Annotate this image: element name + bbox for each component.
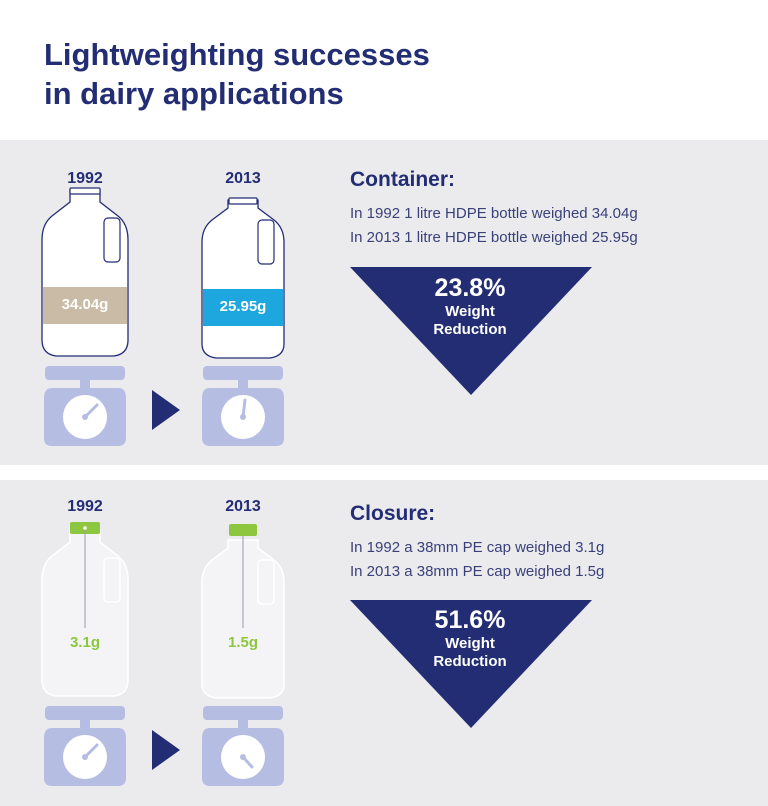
closure-desc-1992: In 1992 a 38mm PE cap weighed 3.1g (350, 539, 605, 556)
weight-1992-label: 34.04g (61, 296, 109, 313)
closure-reduction-label-1: Weight (445, 635, 495, 652)
title-line-2: in dairy applications (44, 75, 344, 111)
closure-arrow-right-icon (152, 730, 180, 770)
year-2013-label: 2013 (225, 170, 261, 187)
closure-scale-2013-icon (202, 706, 284, 786)
year-1992-label: 1992 (67, 170, 103, 187)
container-desc-1992: In 1992 1 litre HDPE bottle weighed 34.0… (350, 205, 638, 222)
bottle-1992-fill (43, 287, 127, 324)
closure-reduction: 51.6% Weight Reduction (380, 605, 560, 671)
container-reduction: 23.8% Weight Reduction (380, 273, 560, 339)
weight-2013-label: 25.95g (219, 298, 267, 315)
bottle-2013-fill (203, 289, 283, 326)
bottle-1992-icon (41, 187, 129, 357)
cap-weight-1992-label: 3.1g (69, 634, 100, 651)
closure-year-1992-label: 1992 (67, 498, 103, 515)
cap-2013-icon (229, 524, 257, 536)
title-line-1: Lightweighting successes (44, 37, 430, 72)
closure-reduction-percent: 51.6% (434, 606, 506, 634)
closure-scale-1992-icon (44, 706, 126, 786)
container-illustration (41, 187, 592, 446)
title-area: Lightweighting successes in dairy applic… (0, 0, 768, 140)
cap-weight-2013-label: 1.5g (227, 634, 258, 651)
scale-1992-icon (44, 366, 126, 446)
reduction-label-2: Reduction (433, 321, 507, 338)
container-panel: 1992 2013 34.04g 25.95g Container: In 19… (0, 140, 768, 465)
closure-panel: 1992 2013 3.1g 1.5g Closure: In 1992 a 3… (0, 480, 768, 806)
bottle-2013-icon (201, 197, 285, 359)
closure-heading: Closure: (350, 502, 436, 525)
reduction-triangle (350, 267, 592, 395)
container-heading: Container: (350, 168, 455, 191)
closure-desc-2013: In 2013 a 38mm PE cap weighed 1.5g (350, 563, 605, 580)
container-desc-2013: In 2013 1 litre HDPE bottle weighed 25.9… (350, 229, 638, 246)
closure-illustration (41, 522, 592, 786)
closure-reduction-triangle (350, 600, 592, 728)
page-title: Lightweighting successes in dairy applic… (44, 36, 430, 114)
closure-bottle-1992-icon (41, 522, 129, 697)
reduction-label-1: Weight (445, 303, 495, 320)
closure-bottle-2013-icon (201, 524, 285, 699)
scale-2013-icon (202, 366, 284, 446)
closure-year-2013-label: 2013 (225, 498, 261, 515)
closure-reduction-label-2: Reduction (433, 653, 507, 670)
arrow-right-icon (152, 390, 180, 430)
reduction-percent: 23.8% (434, 274, 506, 302)
